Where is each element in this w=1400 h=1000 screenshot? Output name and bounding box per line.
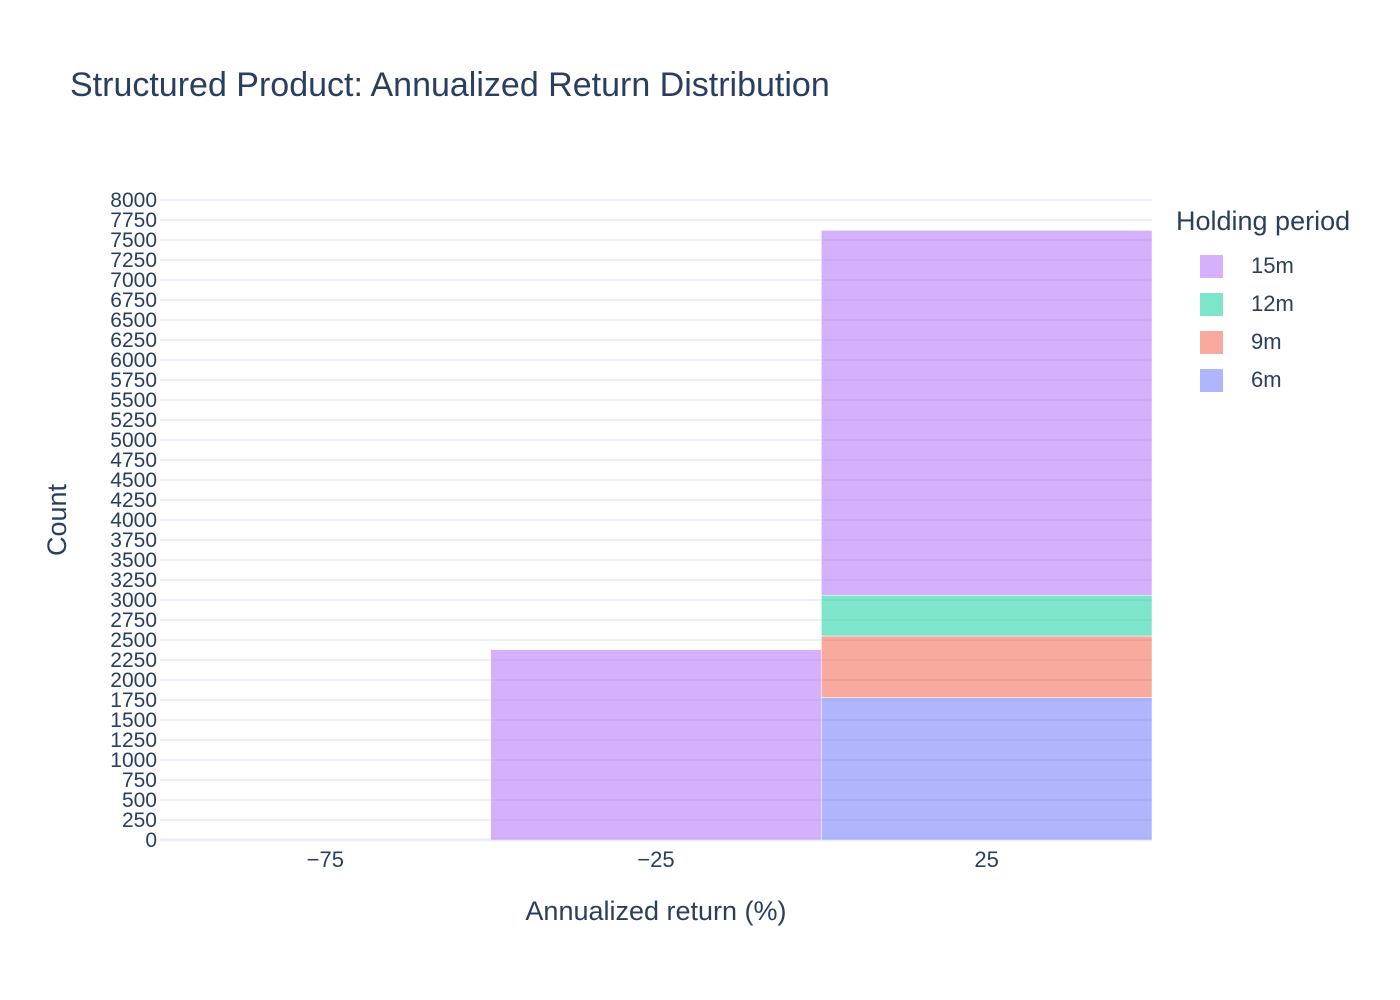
y-tick-label: 2000 <box>110 669 157 692</box>
y-tick-label: 4250 <box>110 489 157 512</box>
y-tick-label: 750 <box>122 769 157 792</box>
bar-15m-bin-25 <box>821 230 1153 596</box>
x-tick-label: 25 <box>974 847 998 872</box>
y-tick-label: 3250 <box>110 569 157 592</box>
y-tick-label: 8000 <box>110 189 157 212</box>
y-tick-label: 4500 <box>110 469 157 492</box>
bar-layer <box>159 230 1153 841</box>
y-tick-label: 6500 <box>110 309 157 332</box>
y-tick-label: 7250 <box>110 249 157 272</box>
y-tick-label: 2250 <box>110 649 157 672</box>
bar-12m-bin-25 <box>821 594 1153 637</box>
chart-title: Structured Product: Annualized Return Di… <box>70 66 830 104</box>
y-tick-label: 7000 <box>110 269 157 292</box>
y-tick-label: 500 <box>122 789 157 812</box>
y-tick-label: 6000 <box>110 349 157 372</box>
y-tick-label: 3500 <box>110 549 157 572</box>
legend-swatch <box>1200 292 1223 316</box>
y-tick-label: 5500 <box>110 389 157 412</box>
legend-title: Holding period <box>1176 206 1351 236</box>
y-tick-label: 2750 <box>110 609 157 632</box>
legend-swatch <box>1200 368 1223 392</box>
y-tick-label: 5250 <box>110 409 157 432</box>
legend-swatch <box>1200 254 1223 278</box>
y-axis-ticks: 0250500750100012501500175020002250250027… <box>110 189 157 852</box>
y-tick-label: 1500 <box>110 709 157 732</box>
legend-item-6m[interactable]: 6m <box>1176 361 1350 399</box>
x-tick-label: −25 <box>637 847 674 872</box>
legend-item-9m[interactable]: 9m <box>1176 323 1350 361</box>
y-tick-label: 1250 <box>110 729 157 752</box>
legend-label: 9m <box>1251 329 1282 354</box>
legend-item-12m[interactable]: 12m <box>1176 285 1350 323</box>
x-tick-label: −75 <box>307 847 344 872</box>
legend-item-15m[interactable]: 15m <box>1176 247 1350 285</box>
y-tick-label: 1750 <box>110 689 157 712</box>
y-tick-label: 6750 <box>110 289 157 312</box>
y-axis-label: Count <box>42 483 72 556</box>
y-tick-label: 5750 <box>110 369 157 392</box>
y-tick-label: 6250 <box>110 329 157 352</box>
y-tick-label: 250 <box>122 809 157 832</box>
bar-9m-bin-25 <box>821 635 1153 698</box>
x-axis-ticks: −75 −25 25 <box>307 847 999 872</box>
y-tick-label: 1000 <box>110 749 157 772</box>
legend-items: 15m 12m 9m 6m <box>1176 247 1350 399</box>
legend-swatch <box>1200 330 1223 354</box>
y-tick-label: 4750 <box>110 449 157 472</box>
y-tick-label: 4000 <box>110 509 157 532</box>
y-tick-label: 3750 <box>110 529 157 552</box>
x-axis-label: Annualized return (%) <box>525 896 786 926</box>
y-tick-label: 3000 <box>110 589 157 612</box>
legend: Holding period 15m 12m 9m 6m <box>1176 206 1350 399</box>
y-tick-label: 0 <box>145 829 157 852</box>
legend-label: 15m <box>1251 253 1294 278</box>
y-tick-label: 7750 <box>110 209 157 232</box>
bar-15m-bin--25 <box>490 649 822 841</box>
y-tick-label: 5000 <box>110 429 157 452</box>
y-tick-label: 2500 <box>110 629 157 652</box>
bar-6m-bin-25 <box>821 697 1153 841</box>
bar-15m-bin--75 <box>159 838 491 841</box>
legend-label: 6m <box>1251 367 1282 392</box>
y-tick-label: 7500 <box>110 229 157 252</box>
legend-label: 12m <box>1251 291 1294 316</box>
